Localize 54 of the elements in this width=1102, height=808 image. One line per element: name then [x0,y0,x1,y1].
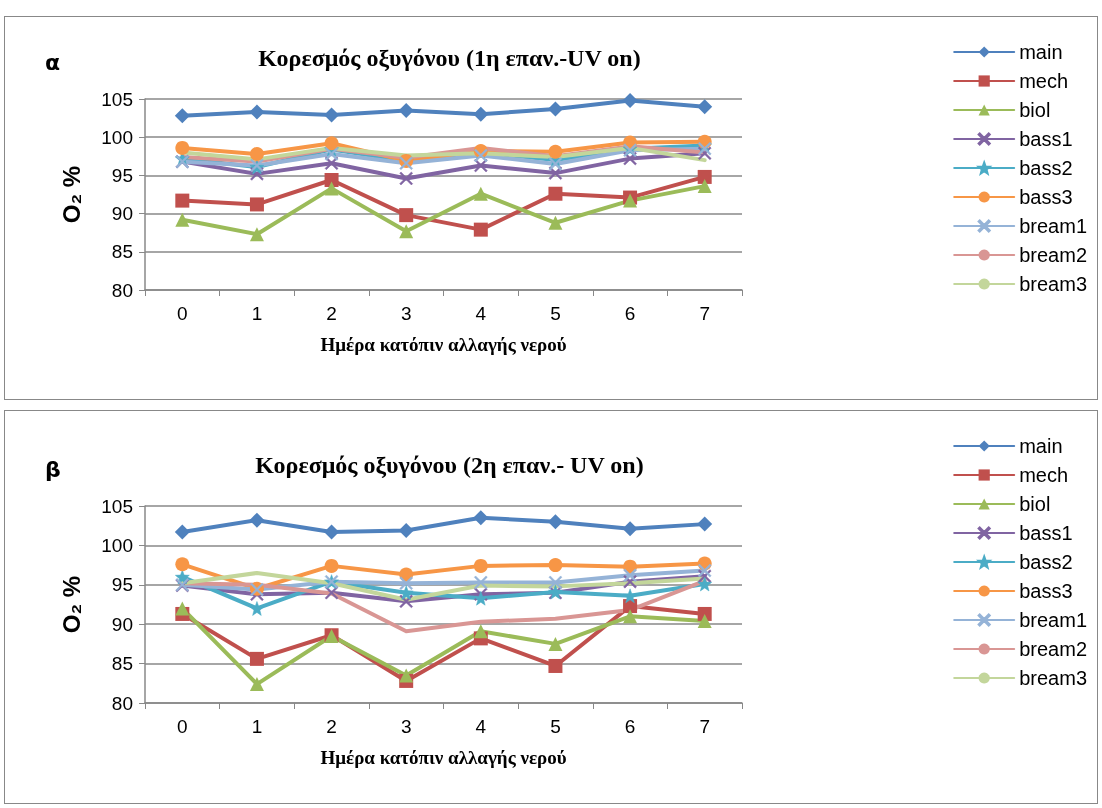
text: β [45,456,61,482]
legend-label: bream3 [1019,667,1087,689]
x-axis-title: Ημέρα κατόπιν αλλαγής νερού [320,747,567,768]
x-tick-label: 4 [475,303,487,324]
x-tick-label: 7 [699,303,710,324]
legend-label: biol [1019,99,1051,121]
legend-label: bream3 [1019,273,1087,295]
y-tick-label: 100 [101,126,133,148]
x-tick-label: 4 [475,716,487,737]
y-tick-label: 105 [101,495,133,517]
legend-label: mech [1019,464,1069,486]
x-axis-title: Ημέρα κατόπιν αλλαγής νερού [320,334,567,355]
x-tick-label: 0 [177,716,188,737]
x-tick-label: 1 [251,303,263,324]
y-tick-label: 85 [111,241,133,263]
y-axis-title: O₂ % [57,165,85,224]
x-tick-label: 7 [699,716,710,737]
legend-label: bass1 [1019,522,1073,544]
legend-label: bream2 [1019,244,1087,266]
legend-label: bass1 [1019,128,1073,150]
legend-label: main [1019,41,1063,63]
legend-label: mech [1019,70,1069,92]
legend-label: bream1 [1019,215,1087,237]
y-axis-title: O₂ % [57,575,85,634]
chart-title: Κορεσμός οξυγόνου (2η επαν.- UV on) [255,452,644,478]
x-tick-label: 2 [326,716,337,737]
x-tick-label: 5 [550,716,561,737]
x-tick-label: 3 [400,716,412,737]
x-tick-label: 1 [251,716,263,737]
x-tick-label: 2 [326,303,337,324]
legend-label: bream1 [1019,609,1087,631]
y-tick-label: 90 [111,613,133,635]
legend-label: biol [1019,493,1051,515]
y-tick-label: 100 [101,534,133,556]
y-tick-label: 90 [111,203,133,225]
legend-label: bass3 [1019,580,1073,602]
text: α [45,49,61,75]
legend-label: bream2 [1019,638,1087,660]
y-tick-label: 95 [111,574,133,596]
y-tick-label: 85 [111,653,133,675]
chart-title: Κορεσμός οξυγόνου (1η επαν.-UV on) [258,45,641,71]
legend-label: bass3 [1019,186,1073,208]
x-tick-label: 0 [177,303,188,324]
x-tick-label: 5 [550,303,561,324]
y-tick-label: 95 [111,164,133,186]
y-tick-label: 80 [111,279,133,301]
x-tick-label: 6 [624,303,636,324]
legend-label: bass2 [1019,551,1073,573]
x-tick-label: 3 [400,303,412,324]
legend-label: bass2 [1019,157,1073,179]
x-tick-label: 6 [624,716,636,737]
y-tick-label: 80 [111,692,133,714]
y-tick-label: 105 [101,88,133,110]
legend-label: main [1019,435,1063,457]
